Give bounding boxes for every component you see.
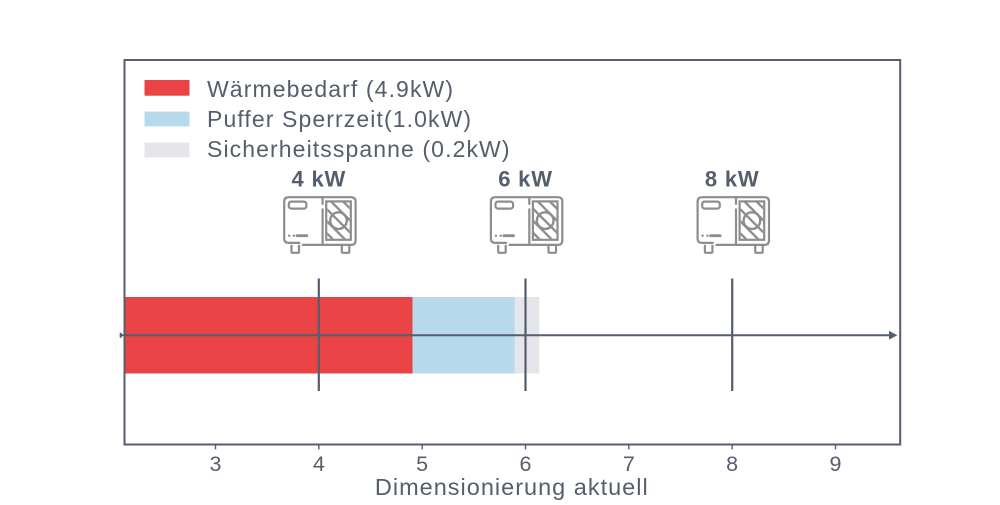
svg-text:8: 8 [726, 452, 738, 476]
svg-text:9: 9 [830, 452, 842, 476]
svg-text:Puffer Sperrzeit(1.0kW): Puffer Sperrzeit(1.0kW) [207, 106, 472, 132]
svg-text:4 kW: 4 kW [292, 166, 347, 191]
svg-text:5: 5 [416, 452, 428, 476]
svg-text:4: 4 [313, 452, 325, 476]
svg-text:Wärmebedarf (4.9kW): Wärmebedarf (4.9kW) [207, 76, 454, 102]
svg-text:Sicherheitsspanne (0.2kW): Sicherheitsspanne (0.2kW) [207, 136, 511, 162]
svg-text:6: 6 [520, 452, 532, 476]
svg-text:8 kW: 8 kW [705, 166, 760, 191]
svg-text:Dimensionierung aktuell: Dimensionierung aktuell [375, 474, 649, 500]
svg-text:7: 7 [623, 452, 635, 476]
svg-text:3: 3 [210, 452, 222, 476]
svg-text:6 kW: 6 kW [498, 166, 553, 191]
